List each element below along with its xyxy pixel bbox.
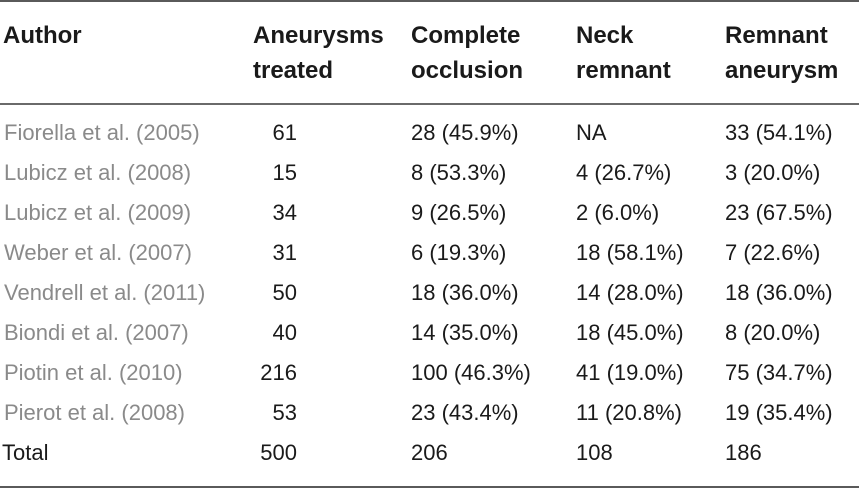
header-remnant-line-2: aneurysm	[725, 57, 839, 84]
remnant-aneurysm-cell: 19 (35.4%)	[725, 400, 833, 425]
total-complete-occlusion-cell: 206	[411, 440, 448, 465]
header-neck-line-1: Neck	[576, 22, 634, 49]
header-treated-line-1: Aneurysms	[253, 22, 384, 49]
table-top-rule	[0, 0, 859, 2]
complete-occlusion-cell: 28 (45.9%)	[411, 120, 519, 145]
header-neck-remnant: Neck remnant	[576, 18, 671, 88]
complete-occlusion-cell: 6 (19.3%)	[411, 240, 507, 265]
neck-remnant-cell: 41 (19.0%)	[576, 360, 684, 385]
treated-cell: 53	[272, 400, 297, 425]
remnant-aneurysm-cell: 75 (34.7%)	[725, 360, 833, 385]
total-remnant-aneurysm-cell: 186	[725, 440, 762, 465]
author-cell: Biondi et al. (2007)	[4, 320, 189, 345]
header-author: Author	[3, 18, 82, 53]
author-cell: Weber et al. (2007)	[4, 240, 192, 265]
table-row: Fiorella et al. (2005) 61 28 (45.9%) NA …	[0, 113, 859, 153]
remnant-aneurysm-cell: 33 (54.1%)	[725, 120, 833, 145]
treated-cell: 40	[272, 320, 297, 345]
author-cell: Fiorella et al. (2005)	[4, 120, 200, 145]
author-cell: Lubicz et al. (2008)	[4, 160, 192, 185]
treated-cell: 34	[272, 200, 297, 225]
header-neck-line-2: remnant	[576, 57, 671, 84]
remnant-aneurysm-cell: 18 (36.0%)	[725, 280, 833, 305]
complete-occlusion-cell: 18 (36.0%)	[411, 280, 519, 305]
neck-remnant-cell: 18 (45.0%)	[576, 320, 684, 345]
table-row: Vendrell et al. (2011) 50 18 (36.0%) 14 …	[0, 273, 859, 313]
header-author-line-1: Author	[3, 22, 82, 49]
treated-cell: 61	[272, 120, 297, 145]
complete-occlusion-cell: 23 (43.4%)	[411, 400, 519, 425]
table-row: Lubicz et al. (2008) 15 8 (53.3%) 4 (26.…	[0, 153, 859, 193]
author-cell: Lubicz et al. (2009)	[4, 200, 192, 225]
treated-cell: 50	[272, 280, 297, 305]
table-row: Weber et al. (2007) 31 6 (19.3%) 18 (58.…	[0, 233, 859, 273]
table-row: Pierot et al. (2008) 53 23 (43.4%) 11 (2…	[0, 393, 859, 433]
total-neck-remnant-cell: 108	[576, 440, 613, 465]
neck-remnant-cell: 14 (28.0%)	[576, 280, 684, 305]
neck-remnant-cell: NA	[576, 120, 607, 145]
header-aneurysms-treated: Aneurysms treated	[253, 18, 384, 88]
header-complete-line-1: Complete	[411, 22, 521, 49]
table-bottom-rule	[0, 486, 859, 488]
complete-occlusion-cell: 100 (46.3%)	[411, 360, 531, 385]
neck-remnant-cell: 11 (20.8%)	[576, 400, 682, 425]
complete-occlusion-cell: 14 (35.0%)	[411, 320, 519, 345]
complete-occlusion-cell: 9 (26.5%)	[411, 200, 507, 225]
total-label: Total	[2, 440, 49, 465]
header-complete-occlusion: Complete occlusion	[411, 18, 523, 88]
author-cell: Pierot et al. (2008)	[4, 400, 185, 425]
treated-cell: 15	[272, 160, 297, 185]
table-row: Lubicz et al. (2009) 34 9 (26.5%) 2 (6.0…	[0, 193, 859, 233]
author-cell: Piotin et al. (2010)	[4, 360, 183, 385]
header-divider-rule	[0, 103, 859, 105]
remnant-aneurysm-cell: 8 (20.0%)	[725, 320, 821, 345]
header-complete-line-2: occlusion	[411, 57, 524, 84]
treated-cell: 216	[260, 360, 297, 385]
complete-occlusion-cell: 8 (53.3%)	[411, 160, 507, 185]
header-remnant-line-1: Remnant	[725, 22, 828, 49]
remnant-aneurysm-cell: 23 (67.5%)	[725, 200, 833, 225]
header-treated-line-2: treated	[253, 57, 334, 84]
treated-cell: 31	[272, 240, 297, 265]
author-cell: Vendrell et al. (2011)	[4, 280, 206, 305]
remnant-aneurysm-cell: 3 (20.0%)	[725, 160, 821, 185]
header-remnant-aneurysm: Remnant aneurysm	[725, 18, 838, 88]
neck-remnant-cell: 18 (58.1%)	[576, 240, 684, 265]
table-row: Piotin et al. (2010) 216 100 (46.3%) 41 …	[0, 353, 859, 393]
total-treated-cell: 500	[260, 440, 297, 465]
total-row: Total 500 206 108 186	[0, 433, 859, 473]
neck-remnant-cell: 2 (6.0%)	[576, 200, 660, 225]
table-row: Biondi et al. (2007) 40 14 (35.0%) 18 (4…	[0, 313, 859, 353]
neck-remnant-cell: 4 (26.7%)	[576, 160, 672, 185]
remnant-aneurysm-cell: 7 (22.6%)	[725, 240, 821, 265]
